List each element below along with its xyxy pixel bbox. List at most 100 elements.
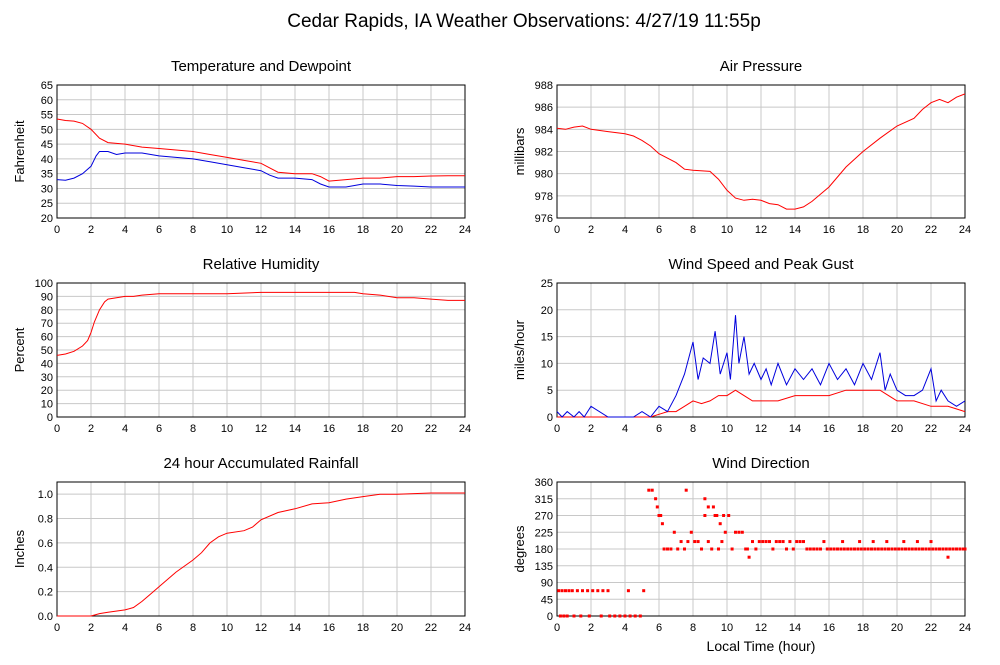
chart-title: Relative Humidity: [203, 256, 320, 273]
data-point: [927, 547, 931, 551]
x-tick-label: 16: [323, 423, 335, 435]
x-tick-label: 18: [357, 622, 369, 634]
data-point: [873, 547, 877, 551]
y-tick-label: 0.8: [38, 514, 53, 526]
x-tick-label: 22: [925, 622, 937, 634]
data-point: [914, 547, 918, 551]
data-point: [946, 555, 950, 559]
y-tick-label: 55: [41, 110, 53, 122]
data-point: [757, 540, 761, 544]
temp-series-line-red: [56, 118, 465, 182]
x-tick-label: 6: [156, 622, 162, 634]
data-point: [734, 530, 737, 534]
data-point: [638, 614, 642, 618]
data-point: [958, 547, 962, 551]
data-point: [839, 547, 843, 551]
x-tick-label: 12: [255, 622, 267, 634]
x-tick-label: 16: [323, 224, 335, 236]
data-point: [666, 547, 669, 551]
data-point: [623, 614, 627, 618]
data-point: [659, 514, 663, 517]
data-point: [904, 547, 907, 551]
data-point: [870, 547, 873, 551]
data-point: [727, 514, 731, 517]
y-tick-label: 0: [47, 412, 53, 424]
data-point: [893, 547, 897, 551]
y-tick-label: 70: [41, 318, 53, 330]
data-point: [693, 540, 697, 544]
data-point: [618, 614, 622, 618]
y-tick-label: 978: [535, 191, 553, 203]
data-point: [565, 614, 569, 618]
x-tick-label: 8: [190, 622, 196, 634]
rh-series-line-red: [56, 291, 465, 356]
data-point: [921, 547, 924, 551]
data-point: [660, 522, 664, 526]
data-point: [883, 547, 887, 551]
data-point: [863, 547, 867, 551]
data-point: [570, 589, 574, 593]
y-tick-label: 5: [547, 385, 553, 397]
data-point: [907, 547, 911, 551]
y-tick-label: 15: [541, 332, 553, 344]
data-point: [754, 547, 758, 551]
data-point: [596, 589, 600, 593]
x-tick-label: 4: [622, 224, 628, 236]
x-tick-label: 18: [357, 423, 369, 435]
data-point: [558, 614, 562, 618]
data-point: [572, 614, 576, 618]
x-tick-label: 0: [54, 622, 60, 634]
data-point: [575, 589, 579, 593]
y-tick-label: 980: [535, 169, 553, 181]
x-tick-label: 2: [588, 423, 594, 435]
x-tick-label: 24: [959, 224, 971, 236]
data-point: [669, 547, 673, 551]
data-point: [822, 540, 826, 544]
x-tick-label: 22: [425, 423, 437, 435]
x-tick-label: 22: [925, 423, 937, 435]
data-point: [774, 540, 778, 544]
data-point: [613, 614, 617, 618]
data-point: [812, 547, 816, 551]
data-point: [832, 547, 836, 551]
y-tick-label: 180: [535, 544, 553, 556]
x-tick-label: 22: [425, 224, 437, 236]
data-point: [591, 589, 595, 593]
chart-title: Air Pressure: [720, 58, 803, 75]
y-tick-label: 20: [541, 305, 553, 317]
data-point: [608, 614, 612, 618]
x-tick-label: 24: [459, 622, 471, 634]
data-point: [642, 589, 646, 593]
y-tick-label: 45: [41, 139, 53, 151]
data-point: [885, 540, 889, 544]
data-point: [557, 589, 561, 593]
y-tick-label: 60: [41, 332, 53, 344]
y-tick-label: 20: [41, 213, 53, 225]
y-tick-label: 40: [41, 358, 53, 370]
y-tick-label: 20: [41, 385, 53, 397]
data-point: [902, 540, 906, 544]
y-axis-label: millibars: [512, 127, 527, 175]
rain-series-line-red: [57, 492, 465, 617]
data-point: [951, 547, 955, 551]
wind-series-line-red: [557, 389, 966, 418]
data-point: [679, 540, 683, 544]
data-point: [686, 540, 690, 544]
plot-frame: [56, 481, 466, 617]
data-point: [761, 540, 765, 544]
y-tick-label: 0.2: [38, 587, 53, 599]
data-point: [871, 540, 875, 544]
y-tick-label: 10: [541, 358, 553, 370]
x-tick-label: 14: [289, 423, 301, 435]
x-tick-label: 12: [755, 423, 767, 435]
x-tick-label: 22: [425, 622, 437, 634]
data-point: [740, 530, 744, 534]
x-tick-label: 14: [789, 423, 801, 435]
x-tick-label: 0: [554, 622, 560, 634]
x-tick-label: 20: [891, 224, 903, 236]
x-tick-label: 24: [959, 423, 971, 435]
data-point: [567, 589, 571, 593]
data-point: [825, 547, 829, 551]
